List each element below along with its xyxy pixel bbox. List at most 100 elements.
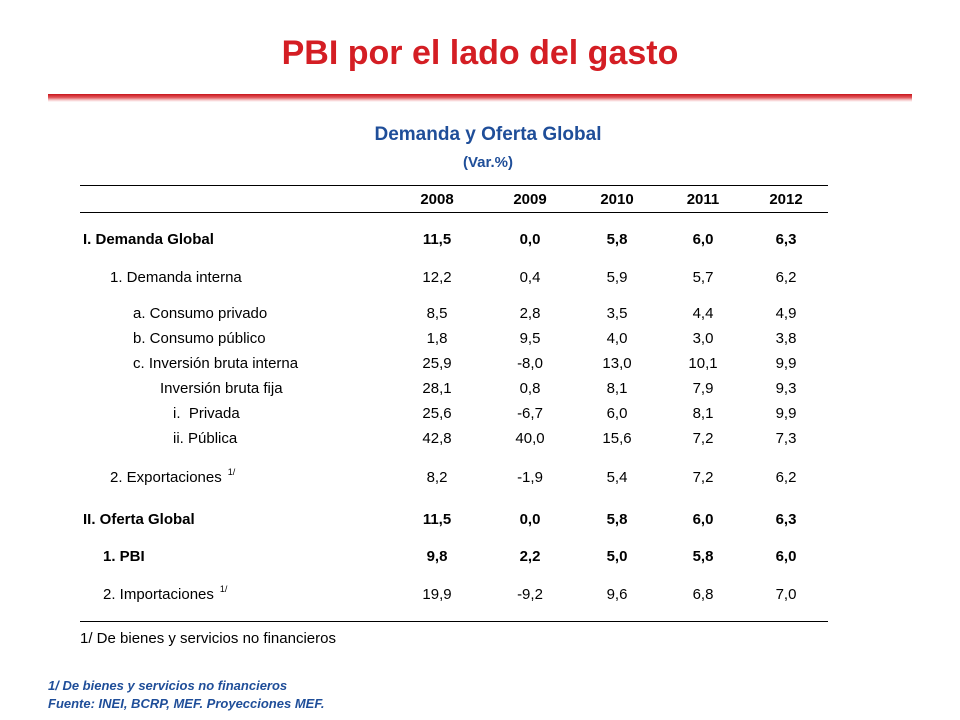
table-bottom-rule <box>80 621 828 622</box>
table-cell: 15,6 <box>602 430 632 447</box>
source-footnote: 1/ De bienes y servicios no financieros <box>48 678 288 693</box>
row-label: b. Consumo público <box>133 330 266 348</box>
row-label: 2. Exportaciones 1/ <box>110 467 236 487</box>
table-cell: -8,0 <box>517 355 543 372</box>
table-cell: 9,8 <box>426 548 448 565</box>
year-header: 2011 <box>686 191 720 208</box>
row-label-text: ii. Pública <box>173 430 238 447</box>
row-label-text: a. Consumo privado <box>133 305 268 322</box>
table-cell: 0,0 <box>519 511 541 528</box>
table-cell: -9,2 <box>517 586 543 603</box>
table-cell: 4,9 <box>775 305 797 322</box>
table-cell: 5,4 <box>606 469 628 486</box>
table-cell: 7,0 <box>775 586 797 603</box>
table-cell: -1,9 <box>517 469 543 486</box>
row-label: 1. Demanda interna <box>110 269 242 287</box>
table-cell: 0,0 <box>519 231 541 248</box>
table-cell: 7,9 <box>692 380 714 397</box>
table-cell: 3,8 <box>775 330 797 347</box>
table-cell: 13,0 <box>602 355 632 372</box>
year-header: 2008 <box>420 191 454 208</box>
row-label: i. Privada <box>173 405 240 423</box>
table-cell: 9,9 <box>775 355 797 372</box>
row-label-text: b. Consumo público <box>133 330 266 347</box>
slide-title: PBI por el lado del gasto <box>281 34 679 72</box>
table-cell: 19,9 <box>422 586 452 603</box>
row-label: a. Consumo privado <box>133 305 267 323</box>
table-cell: 6,0 <box>692 511 714 528</box>
table-cell: 5,9 <box>606 269 628 286</box>
year-header: 2009 <box>513 191 547 208</box>
source-citation: Fuente: INEI, BCRP, MEF. Proyecciones ME… <box>48 696 325 711</box>
footnote-marker: 1/ <box>219 584 228 594</box>
table-cell: 5,0 <box>606 548 628 565</box>
table-cell: 6,2 <box>775 269 797 286</box>
table-cell: 25,6 <box>422 405 452 422</box>
table-cell: 11,5 <box>422 231 452 248</box>
year-header: 2012 <box>769 191 803 208</box>
table-cell: 0,8 <box>519 380 541 397</box>
table-cell: 0,4 <box>519 269 541 286</box>
table-cell: 6,0 <box>692 231 714 248</box>
table-cell: 3,0 <box>692 330 714 347</box>
table-cell: 42,8 <box>422 430 452 447</box>
table-cell: 1,8 <box>426 330 448 347</box>
table-top-rule <box>80 185 828 186</box>
table-cell: 3,5 <box>606 305 628 322</box>
row-label-text: 2. Exportaciones <box>110 469 222 486</box>
table-cell: 6,2 <box>775 469 797 486</box>
table-cell: 6,0 <box>775 548 797 565</box>
table-cell: 9,6 <box>606 586 628 603</box>
table-cell: 12,2 <box>422 269 452 286</box>
table-cell: 4,0 <box>606 330 628 347</box>
table-subtitle: (Var.%) <box>462 154 514 171</box>
row-label-text: i. Privada <box>173 405 240 422</box>
year-header: 2010 <box>600 191 634 208</box>
row-label-text: Inversión bruta fija <box>160 380 283 397</box>
row-label: 1. PBI <box>103 548 145 566</box>
table-cell: 2,8 <box>519 305 541 322</box>
table-cell: 8,5 <box>426 305 448 322</box>
table-cell: 8,2 <box>426 469 448 486</box>
table-cell: 5,8 <box>606 511 628 528</box>
row-label: I. Demanda Global <box>83 231 214 249</box>
table-cell: 5,7 <box>692 269 714 286</box>
table-cell: 7,2 <box>692 469 714 486</box>
table-cell: 28,1 <box>422 380 452 397</box>
table-cell: 6,0 <box>606 405 628 422</box>
row-label-text: I. Demanda Global <box>83 231 214 248</box>
table-cell: 2,2 <box>519 548 541 565</box>
table-cell: -6,7 <box>517 405 543 422</box>
table-cell: 7,3 <box>775 430 797 447</box>
table-cell: 9,5 <box>519 330 541 347</box>
table-cell: 6,8 <box>692 586 714 603</box>
table-cell: 5,8 <box>606 231 628 248</box>
table-cell: 8,1 <box>606 380 628 397</box>
table-header-rule <box>80 212 828 213</box>
title-divider <box>48 94 912 102</box>
table-cell: 11,5 <box>422 511 452 528</box>
row-label-text: 1. PBI <box>103 548 145 565</box>
table-cell: 6,3 <box>775 511 797 528</box>
table-cell: 7,2 <box>692 430 714 447</box>
row-label-text: II. Oferta Global <box>83 511 195 528</box>
footnote-marker: 1/ <box>227 467 236 477</box>
table-cell: 40,0 <box>515 430 545 447</box>
table-cell: 6,3 <box>775 231 797 248</box>
row-label: c. Inversión bruta interna <box>133 355 298 373</box>
row-label: II. Oferta Global <box>83 511 195 529</box>
row-label-text: 1. Demanda interna <box>110 269 242 286</box>
table-cell: 25,9 <box>422 355 452 372</box>
table-cell: 10,1 <box>688 355 718 372</box>
row-label-text: 2. Importaciones <box>103 586 214 603</box>
row-label: 2. Importaciones 1/ <box>103 584 228 604</box>
row-label-text: c. Inversión bruta interna <box>133 355 299 372</box>
table-cell: 5,8 <box>692 548 714 565</box>
table-footnote: 1/ De bienes y servicios no financieros <box>80 630 336 647</box>
table-cell: 9,9 <box>775 405 797 422</box>
table-title: Demanda y Oferta Global <box>374 124 602 145</box>
table-cell: 8,1 <box>692 405 714 422</box>
table-cell: 4,4 <box>692 305 714 322</box>
table-cell: 9,3 <box>775 380 797 397</box>
row-label: ii. Pública <box>173 430 237 448</box>
